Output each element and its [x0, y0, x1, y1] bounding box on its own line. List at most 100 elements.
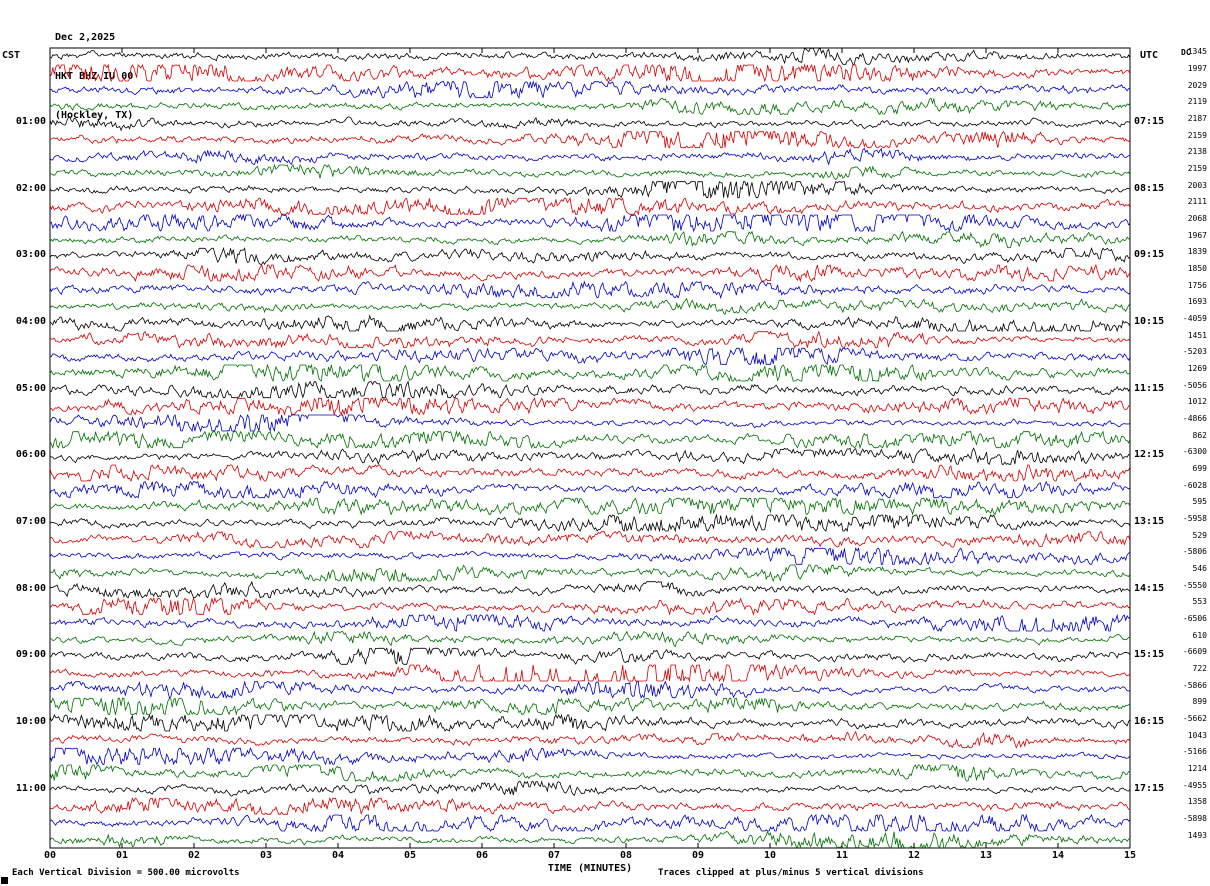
- trace-offset-value: 1214: [1187, 764, 1207, 773]
- trace-offset-value: 2068: [1187, 214, 1207, 223]
- seismogram-trace: [49, 380, 1131, 399]
- seismogram-trace: [49, 780, 1131, 797]
- clip-note: Traces clipped at plus/minus 5 vertical …: [658, 868, 924, 878]
- header-location: (Hockley, TX): [55, 110, 134, 121]
- trace-offset-value: -6506: [1182, 614, 1207, 623]
- trace-offset-value: -6028: [1182, 480, 1207, 490]
- x-tick-label: 13: [979, 850, 993, 861]
- trace-offset-value: 1451: [1187, 330, 1207, 340]
- x-tick-label: 14: [1051, 850, 1065, 861]
- seismogram-trace: [49, 180, 1131, 199]
- x-tick-label: 04: [331, 850, 345, 861]
- x-tick-label: 10: [763, 850, 777, 861]
- x-tick-label: 08: [619, 850, 633, 861]
- trace-offset-value: 1756: [1187, 280, 1207, 290]
- seismogram-trace: [49, 147, 1131, 166]
- trace-offset-value: 699: [1192, 464, 1207, 473]
- seismogram-trace: [49, 546, 1131, 566]
- seismogram-trace: [49, 130, 1131, 149]
- utc-hour-label: 10:15: [1134, 316, 1165, 327]
- plot-frame: [49, 47, 1131, 849]
- seismogram-trace: [49, 797, 1131, 816]
- utc-hour-label: 09:15: [1134, 249, 1165, 261]
- utc-hour-label: 16:15: [1134, 716, 1165, 727]
- trace-offset-value: 546: [1192, 564, 1207, 573]
- x-tick-label: 12: [907, 850, 921, 861]
- x-tick-label: 00: [43, 850, 57, 861]
- utc-hour-label: 14:15: [1134, 582, 1165, 594]
- cst-hour-label: 08:00: [15, 582, 46, 594]
- trace-offset-value: -5550: [1182, 580, 1207, 590]
- x-tick-label: 03: [259, 850, 273, 861]
- seismogram-trace: [49, 480, 1131, 499]
- cst-hour-label: 10:00: [15, 716, 46, 727]
- seismogram-trace: [49, 763, 1131, 783]
- seismogram-trace: [49, 464, 1131, 483]
- utc-hour-label: 12:15: [1134, 449, 1165, 461]
- seismogram-trace: [49, 596, 1131, 616]
- seismogram-trace: [49, 447, 1131, 466]
- cst-hour-label: 02:00: [15, 182, 46, 194]
- seismogram-trace: [49, 663, 1131, 683]
- cst-hour-label: 03:00: [15, 249, 46, 261]
- header-date: Dec 2,2025: [55, 32, 116, 43]
- seismogram-trace: [49, 314, 1131, 333]
- trace-offset-value: 899: [1192, 697, 1207, 707]
- trace-offset-value: -4955: [1182, 780, 1207, 790]
- seismogram-trace: [49, 213, 1131, 233]
- header-station: HKT BHZ IU 00: [55, 71, 134, 82]
- seismogram-trace: [49, 680, 1131, 700]
- x-tick-label: 07: [547, 850, 561, 861]
- scale-note: Each Vertical Division = 500.00 microvol…: [12, 868, 240, 878]
- seismogram-trace: [49, 813, 1131, 833]
- trace-offset-value: 722: [1192, 664, 1207, 673]
- seismogram-trace: [49, 580, 1131, 599]
- trace-offset-value: -5806: [1182, 547, 1207, 557]
- trace-offset-value: 2159: [1187, 130, 1207, 140]
- utc-hour-label: 07:15: [1134, 116, 1165, 127]
- utc-hour-label: 17:15: [1134, 782, 1165, 794]
- seismogram-trace: [49, 830, 1131, 850]
- cst-hour-label: 07:00: [15, 516, 46, 527]
- seismogram-trace: [49, 646, 1131, 665]
- trace-offset-value: -5166: [1182, 747, 1207, 757]
- trace-offset-value: 553: [1192, 597, 1207, 607]
- trace-offset-value: 862: [1192, 430, 1207, 440]
- seismogram-trace: [49, 246, 1131, 266]
- seismogram-trace: [49, 730, 1131, 749]
- seismogram-trace: [49, 497, 1131, 516]
- trace-offset-value: 2119: [1187, 97, 1207, 107]
- cst-hour-label: 06:00: [15, 449, 46, 461]
- seismogram-trace: [49, 280, 1131, 300]
- x-axis-title: TIME (MINUTES): [547, 863, 633, 874]
- trace-offset-value: 1967: [1187, 230, 1207, 240]
- plot-header: Dec 2,2025 HKT BHZ IU 00 (Hockley, TX): [55, 5, 133, 148]
- trace-offset-value: 1693: [1187, 297, 1207, 307]
- x-tick-label: 06: [475, 850, 489, 861]
- trace-offset-value: 610: [1192, 630, 1207, 640]
- cst-hour-label: 01:00: [15, 116, 46, 127]
- seismogram-trace: [49, 513, 1131, 533]
- trace-offset-value: 1997: [1187, 64, 1207, 73]
- x-tick-label: 05: [403, 850, 417, 861]
- trace-offset-value: 1839: [1187, 247, 1207, 257]
- seismogram-trace: [49, 746, 1131, 766]
- trace-offset-value: 2029: [1187, 80, 1207, 90]
- trace-offset-value: -4059: [1182, 314, 1207, 323]
- seismogram-trace: [49, 163, 1131, 181]
- seismogram-trace: [49, 630, 1131, 648]
- x-tick-label: 09: [691, 850, 705, 861]
- seismogram-trace: [49, 347, 1131, 366]
- seismogram-trace: [49, 116, 1131, 132]
- utc-hour-label: 11:15: [1134, 382, 1165, 394]
- cst-hour-label: 11:00: [15, 782, 46, 794]
- trace-offset-value: 1493: [1187, 830, 1207, 840]
- seismogram-trace: [49, 530, 1131, 549]
- trace-offset-value: 1269: [1187, 364, 1207, 373]
- seismogram-trace: [49, 80, 1131, 99]
- x-tick-label: 01: [115, 850, 129, 861]
- seismogram-trace: [49, 430, 1131, 450]
- seismogram-trace: [49, 297, 1131, 315]
- trace-offset-value: 1850: [1187, 264, 1207, 273]
